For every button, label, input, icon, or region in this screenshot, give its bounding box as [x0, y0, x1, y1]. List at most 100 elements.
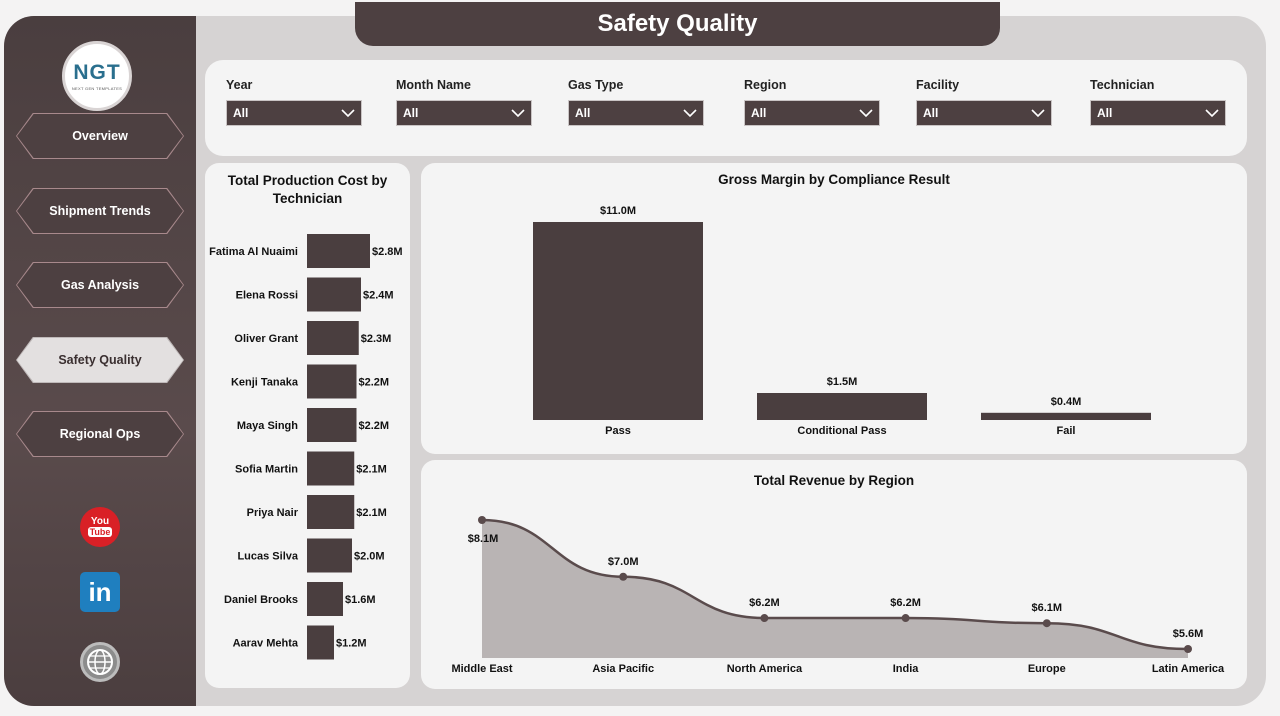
- filter-label: Facility: [916, 78, 960, 92]
- revenue-series-line: [481, 518, 1189, 651]
- tech-cost-bar[interactable]: [307, 538, 352, 573]
- revenue-category-label: Asia Pacific: [592, 663, 654, 675]
- revenue-value-label: $7.0M: [608, 556, 639, 568]
- page-title: Safety Quality: [355, 2, 1000, 46]
- revenue-category-label: Europe: [1028, 663, 1066, 675]
- compliance-bar[interactable]: [981, 412, 1151, 420]
- year-dropdown[interactable]: All: [226, 100, 362, 126]
- tech-cost-bar[interactable]: [307, 625, 334, 660]
- logo-subtext: NEXT GEN TEMPLATES: [71, 86, 123, 91]
- tech-category-label: Oliver Grant: [234, 333, 298, 345]
- nav-label: Regional Ops: [59, 427, 141, 441]
- filter-bar: Year All Month Name All Gas Type All Reg…: [205, 60, 1247, 156]
- revenue-category-label: Middle East: [451, 663, 512, 675]
- linkedin-text: in: [88, 576, 112, 607]
- dropdown-value: All: [403, 106, 419, 120]
- compliance-value-label: $1.5M: [827, 376, 858, 388]
- tech-cost-bar[interactable]: [307, 321, 359, 355]
- revenue-data-point[interactable]: [901, 614, 910, 623]
- tech-cost-value-label: $1.2M: [336, 638, 367, 650]
- region-dropdown[interactable]: All: [744, 100, 880, 126]
- chevron-down-icon: [1031, 109, 1045, 118]
- dropdown-value: All: [575, 106, 591, 120]
- revenue-value-label: $8.1M: [468, 533, 499, 545]
- tech-cost-value-label: $2.8M: [372, 246, 403, 258]
- globe-icon[interactable]: [80, 642, 120, 682]
- chart-title: Gross Margin by Compliance Result: [718, 172, 950, 187]
- tech-cost-bar[interactable]: [307, 277, 361, 312]
- chart-title: Total Revenue by Region: [753, 473, 915, 488]
- filter-label: Month Name: [396, 78, 471, 92]
- revenue-category-label: North America: [727, 663, 803, 675]
- company-logo[interactable]: NGT NEXT GEN TEMPLATES: [62, 41, 132, 111]
- filter-label: Region: [744, 78, 787, 92]
- nav-label: Overview: [72, 129, 128, 143]
- chevron-down-icon: [1205, 109, 1219, 118]
- technician-dropdown[interactable]: All: [1090, 100, 1226, 126]
- chevron-down-icon: [683, 109, 697, 118]
- filter-label: Gas Type: [568, 78, 624, 92]
- youtube-icon[interactable]: You Tube: [80, 507, 120, 547]
- compliance-category-label: Conditional Pass: [797, 425, 886, 437]
- tech-category-label: Priya Nair: [247, 507, 299, 519]
- filter-month: Month Name All: [396, 78, 532, 126]
- nav-regional-ops-button[interactable]: Regional Ops: [16, 411, 184, 457]
- filter-facility: Facility All: [916, 78, 1052, 126]
- revenue-data-point[interactable]: [478, 516, 486, 524]
- globe-icon-graphic: [87, 649, 113, 675]
- revenue-category-label: Latin America: [1152, 663, 1225, 675]
- nav-safety-quality-button[interactable]: Safety Quality: [16, 337, 184, 383]
- revenue-data-point[interactable]: [1042, 619, 1051, 628]
- linkedin-icon[interactable]: in: [80, 572, 120, 612]
- tech-cost-bar[interactable]: [307, 364, 357, 399]
- month-dropdown[interactable]: All: [396, 100, 532, 126]
- revenue-data-point[interactable]: [1184, 645, 1192, 653]
- compliance-value-label: $11.0M: [600, 205, 636, 217]
- tech-category-label: Sofia Martin: [235, 464, 298, 476]
- revenue-area-fill: [482, 520, 1188, 658]
- tech-category-label: Lucas Silva: [237, 551, 298, 563]
- revenue-data-point[interactable]: [760, 614, 769, 623]
- tech-cost-value-label: $2.2M: [359, 377, 390, 389]
- revenue-value-label: $6.2M: [749, 597, 780, 609]
- dropdown-value: All: [923, 106, 939, 120]
- dropdown-value: All: [751, 106, 767, 120]
- tech-cost-bar[interactable]: [307, 495, 355, 529]
- compliance-bar[interactable]: [757, 393, 927, 420]
- chevron-down-icon: [859, 109, 873, 118]
- compliance-bar[interactable]: [533, 222, 703, 420]
- youtube-text-bottom: Tube: [87, 527, 113, 537]
- filter-gas-type: Gas Type All: [568, 78, 704, 126]
- tech-cost-bar[interactable]: [307, 451, 355, 486]
- nav-label: Gas Analysis: [60, 278, 140, 292]
- revenue-data-point[interactable]: [619, 572, 628, 581]
- tech-cost-bar[interactable]: [307, 234, 370, 268]
- revenue-region-panel: Total Revenue by Region $8.1M Middle East…: [421, 460, 1247, 689]
- revenue-value-label: $6.2M: [890, 597, 921, 609]
- nav-shipment-trends-button[interactable]: Shipment Trends: [16, 188, 184, 234]
- nav-gas-analysis-button[interactable]: Gas Analysis: [16, 262, 184, 308]
- dropdown-value: All: [233, 106, 249, 120]
- tech-cost-value-label: $2.0M: [354, 551, 385, 563]
- nav-overview-button[interactable]: Overview: [16, 113, 184, 159]
- filter-label: Year: [226, 78, 253, 92]
- filter-label: Technician: [1090, 78, 1155, 92]
- chart-title: Total Production Cost by Technician: [227, 173, 388, 206]
- chevron-down-icon: [511, 109, 525, 118]
- tech-cost-value-label: $1.6M: [345, 594, 376, 606]
- tech-cost-value-label: $2.3M: [361, 333, 392, 345]
- gross-margin-chart: $11.0M Pass $1.5M Conditional Pass $0.4M Fail: [533, 205, 1151, 437]
- gas-type-dropdown[interactable]: All: [568, 100, 704, 126]
- chevron-down-icon: [341, 109, 355, 118]
- tech-category-label: Aarav Mehta: [233, 638, 299, 650]
- facility-dropdown[interactable]: All: [916, 100, 1052, 126]
- tech-category-label: Maya Singh: [237, 420, 298, 432]
- tech-cost-bar[interactable]: [307, 408, 357, 442]
- tech-category-label: Kenji Tanaka: [231, 377, 299, 389]
- nav-label: Shipment Trends: [49, 204, 151, 218]
- youtube-text-top: You: [90, 516, 110, 527]
- compliance-category-label: Fail: [1057, 425, 1076, 437]
- tech-cost-bar[interactable]: [307, 582, 343, 616]
- technician-cost-chart: Fatima Al Nuaimi $2.8M Elena Rossi $2.4M Oli…: [209, 234, 403, 660]
- tech-category-label: Fatima Al Nuaimi: [209, 246, 298, 258]
